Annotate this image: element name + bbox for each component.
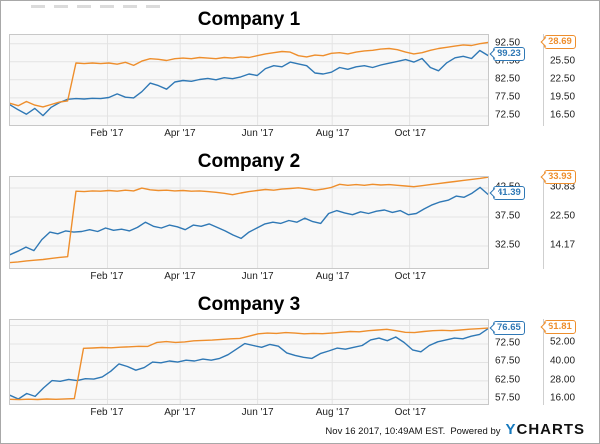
y-axis-tick: 77.50 (495, 91, 521, 103)
chart-footer: Nov 16 2017, 10:49AM EST. Powered by YCH… (325, 421, 585, 438)
ycharts-logo-y: Y (505, 421, 517, 438)
timestamp: Nov 16 2017, 10:49AM EST. (325, 426, 446, 437)
x-axis-tick: Jun '17 (241, 407, 274, 418)
y-axis-tick: 82.50 (495, 73, 521, 85)
cropped-text-artifact (31, 5, 161, 8)
plot-area (9, 176, 489, 269)
y-axis-tick: 19.50 (550, 91, 576, 103)
y-axis-tick: 14.17 (550, 239, 576, 251)
x-axis-tick: Feb '17 (90, 271, 124, 282)
last-value-badge-orange-series: 33.93 (544, 170, 576, 184)
company-1-chart: Company 1 72.5077.5082.5087.5092.5089.23… (9, 7, 591, 142)
y-axis-right-series: 14.17 22.50 30.83 33.93 (543, 170, 591, 269)
y-axis-tick: 67.50 (495, 355, 521, 367)
y-axis-tick: 52.00 (550, 336, 576, 348)
y-axis-right-series: 16.50 19.50 22.50 25.50 28.69 (543, 34, 591, 126)
y-axis-tick: 72.50 (495, 109, 521, 121)
y-axis-tick: 28.00 (550, 374, 576, 386)
x-axis-labels: Feb '17 Apr '17 Jun '17 Aug '17 Oct '17 (9, 126, 489, 142)
last-value-badge-blue-series: 41.39 (493, 186, 525, 201)
y-axis-tick: 30.83 (550, 181, 576, 193)
y-axis-tick: 32.50 (495, 239, 521, 251)
x-axis-tick: Apr '17 (164, 128, 196, 139)
line-chart-svg (10, 35, 488, 125)
ycharts-logo-rest: CHARTS (516, 421, 585, 438)
y-axis-left-series: 57.50 62.50 67.50 72.50 76.65 (493, 319, 533, 405)
powered-by-label: Powered by (450, 426, 501, 437)
y-axis-tick: 57.50 (495, 392, 521, 404)
line-chart-svg (10, 320, 488, 404)
y-axis-tick: 40.00 (550, 355, 576, 367)
x-axis-tick: Aug '17 (315, 407, 350, 418)
y-axis-tick: 16.00 (550, 392, 576, 404)
x-axis-tick: Feb '17 (90, 407, 124, 418)
x-axis-tick: Oct '17 (394, 407, 426, 418)
y-axis-tick: 62.50 (495, 374, 521, 386)
y-axis-tick: 37.50 (495, 210, 521, 222)
x-axis-tick: Apr '17 (164, 407, 196, 418)
line-chart-svg (10, 177, 488, 268)
chart-title: Company 1 (197, 9, 301, 30)
y-axis-tick: 92.50 (495, 37, 521, 49)
plot-area (9, 34, 489, 126)
y-axis-tick: 25.50 (550, 55, 576, 67)
last-value-badge-blue-series: 89.23 (493, 47, 525, 62)
y-axis-right-series: 16.00 28.00 40.00 52.00 61.81 (543, 319, 591, 405)
x-axis-tick: Feb '17 (90, 128, 124, 139)
last-value-badge-orange-series: 61.81 (544, 320, 576, 335)
chart-title: Company 2 (197, 151, 301, 172)
x-axis-tick: Oct '17 (394, 271, 426, 282)
x-axis-tick: Jun '17 (241, 271, 274, 282)
x-axis-tick: Oct '17 (394, 128, 426, 139)
y-axis-tick: 22.50 (550, 73, 576, 85)
last-value-badge-blue-series: 76.65 (493, 320, 525, 335)
last-value-badge-orange-series: 28.69 (544, 34, 576, 49)
x-axis-labels: Feb '17 Apr '17 Jun '17 Aug '17 Oct '17 (9, 405, 489, 421)
x-axis-labels: Feb '17 Apr '17 Jun '17 Aug '17 Oct '17 (9, 269, 489, 285)
company-3-chart: Company 3 57.50 62.50 67.50 72.50 76.65 16.0… (9, 292, 591, 421)
y-axis-tick: 72.50 (495, 337, 521, 349)
x-axis-tick: Apr '17 (164, 271, 196, 282)
plot-area (9, 319, 489, 405)
ycharts-logo: YCHARTS (505, 421, 585, 438)
x-axis-tick: Aug '17 (315, 271, 350, 282)
y-axis-tick: 22.50 (550, 210, 576, 222)
x-axis-tick: Aug '17 (315, 128, 350, 139)
y-axis-tick: 16.50 (550, 109, 576, 121)
x-axis-tick: Jun '17 (241, 128, 274, 139)
chart-title: Company 3 (197, 294, 301, 315)
